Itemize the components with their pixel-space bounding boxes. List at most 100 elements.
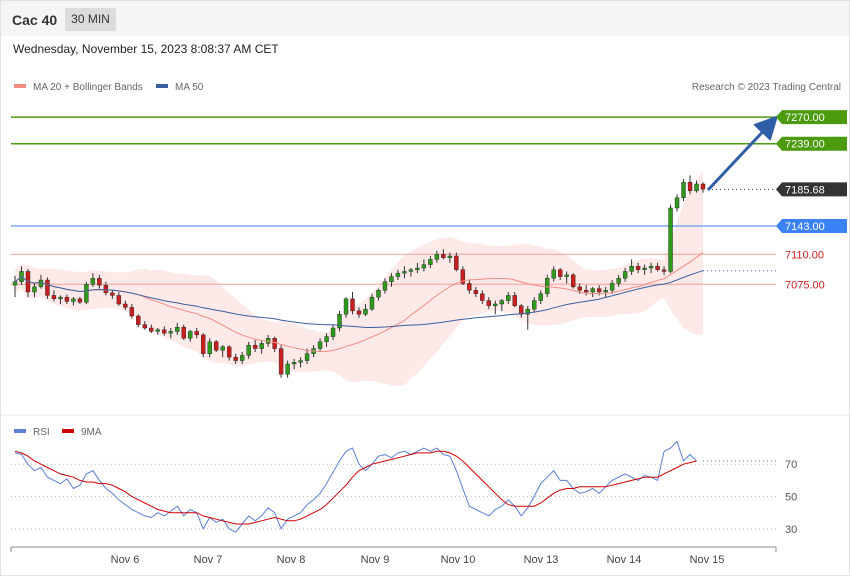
candle-up xyxy=(90,278,96,285)
level-tag-box xyxy=(776,136,847,151)
timestamp: Wednesday, November 15, 2023 8:08:37 AM … xyxy=(13,42,279,56)
level-tag-box xyxy=(776,110,847,125)
candle-up xyxy=(629,266,634,272)
candle-up xyxy=(681,182,686,198)
level-tag-label: 7075.00 xyxy=(785,279,825,291)
candle-down xyxy=(583,290,589,293)
level-tag-label: 7110.00 xyxy=(785,249,824,261)
candle-up xyxy=(395,272,401,277)
candle-down xyxy=(123,303,128,308)
legend-label-ma50: MA 50 xyxy=(175,82,204,93)
level-tag-label: 7143.00 xyxy=(785,221,825,233)
candle-down xyxy=(97,278,102,286)
candle-up xyxy=(71,298,76,302)
candle-up xyxy=(382,281,388,291)
candle-up xyxy=(421,264,427,269)
candle-down xyxy=(687,182,693,192)
candle-up xyxy=(175,326,180,332)
indicator-lines xyxy=(14,115,779,353)
candle-down xyxy=(577,286,582,291)
candle-down xyxy=(356,310,362,315)
candle-up xyxy=(330,327,336,337)
rsi-line xyxy=(14,440,697,533)
candle-down xyxy=(214,341,219,351)
candle-up xyxy=(525,308,530,315)
rsi-tick-label: 30 xyxy=(785,524,797,536)
candle-down xyxy=(467,283,472,291)
candle-up xyxy=(343,298,349,315)
candle-up xyxy=(648,266,654,269)
candle-down xyxy=(142,324,148,329)
candle-down xyxy=(162,329,167,334)
candle-up xyxy=(168,331,173,334)
x-axis: Nov 6 Nov 7 Nov 8 Nov 9 Nov 10 Nov 13 Nov 14 No… xyxy=(10,546,777,566)
candle-down xyxy=(486,300,492,306)
candle-up xyxy=(84,284,89,303)
candle-down xyxy=(116,295,122,305)
candle-down xyxy=(278,348,284,375)
candle-down xyxy=(233,356,238,361)
candle-up xyxy=(369,296,375,310)
candle-up xyxy=(402,271,407,274)
candle-up xyxy=(324,336,329,342)
candle-up xyxy=(317,341,323,349)
candle-up xyxy=(415,267,420,270)
candle-up xyxy=(58,296,63,300)
candle-down xyxy=(512,295,517,306)
x-tick-label: Nov 7 xyxy=(194,554,223,566)
main-legend: MA 20 + Bollinger Bands MA 50 xyxy=(14,82,204,93)
x-tick-label: Nov 13 xyxy=(524,554,559,566)
candle-down xyxy=(201,334,206,354)
legend-label-ma20: MA 20 + Bollinger Bands xyxy=(33,82,143,93)
x-tick-label: Nov 8 xyxy=(277,554,306,566)
candle-up xyxy=(188,331,193,339)
rsi-legend: RSI 9MA xyxy=(14,427,102,438)
candle-up xyxy=(493,303,498,306)
candle-up xyxy=(32,286,37,293)
projection-arrow xyxy=(706,115,779,192)
candle-up xyxy=(616,278,621,284)
bollinger-band-fill xyxy=(15,170,703,387)
candle-up xyxy=(337,314,342,329)
x-tick-label: Nov 6 xyxy=(111,554,140,566)
level-tag-label: 7185.68 xyxy=(785,184,825,196)
candle-up xyxy=(428,259,433,265)
candle-up xyxy=(538,293,543,301)
candle-up xyxy=(12,281,18,286)
rsi-9ma-line xyxy=(14,450,697,525)
legend-swatch-rsi xyxy=(14,429,26,433)
candle-down xyxy=(460,269,466,284)
candle-up xyxy=(298,360,303,363)
candle-up xyxy=(668,207,673,272)
legend-swatch-ma20 xyxy=(14,84,26,88)
candle-up xyxy=(674,197,680,209)
candle-up xyxy=(564,274,569,277)
candle-down xyxy=(635,266,641,270)
candle-up xyxy=(155,329,160,332)
legend-swatch-9ma xyxy=(62,429,74,433)
bollinger-bands xyxy=(15,170,703,387)
rsi-tick-label: 70 xyxy=(785,459,797,471)
timeframe-badge[interactable]: 30 MIN xyxy=(65,8,116,31)
candle-down xyxy=(149,327,154,332)
level-tag-box xyxy=(776,219,847,233)
candle-up xyxy=(642,267,647,270)
candle-down xyxy=(655,266,660,270)
credit-text: Research © 2023 Trading Central xyxy=(692,82,841,93)
candle-up xyxy=(239,355,245,361)
candle-down xyxy=(226,346,232,358)
candle-up xyxy=(285,363,290,375)
candle-up xyxy=(389,276,394,282)
candle-up xyxy=(694,183,699,192)
candle-up xyxy=(434,254,440,260)
candle-up xyxy=(499,300,504,305)
candle-down xyxy=(661,269,667,272)
candle-down xyxy=(272,338,277,349)
instrument-name: Cac 40 xyxy=(12,12,58,28)
candle-up xyxy=(532,300,537,310)
legend-label-9ma: 9MA xyxy=(81,427,102,438)
candle-up xyxy=(38,279,44,288)
candle-down xyxy=(519,305,524,315)
candle-down xyxy=(596,288,602,293)
